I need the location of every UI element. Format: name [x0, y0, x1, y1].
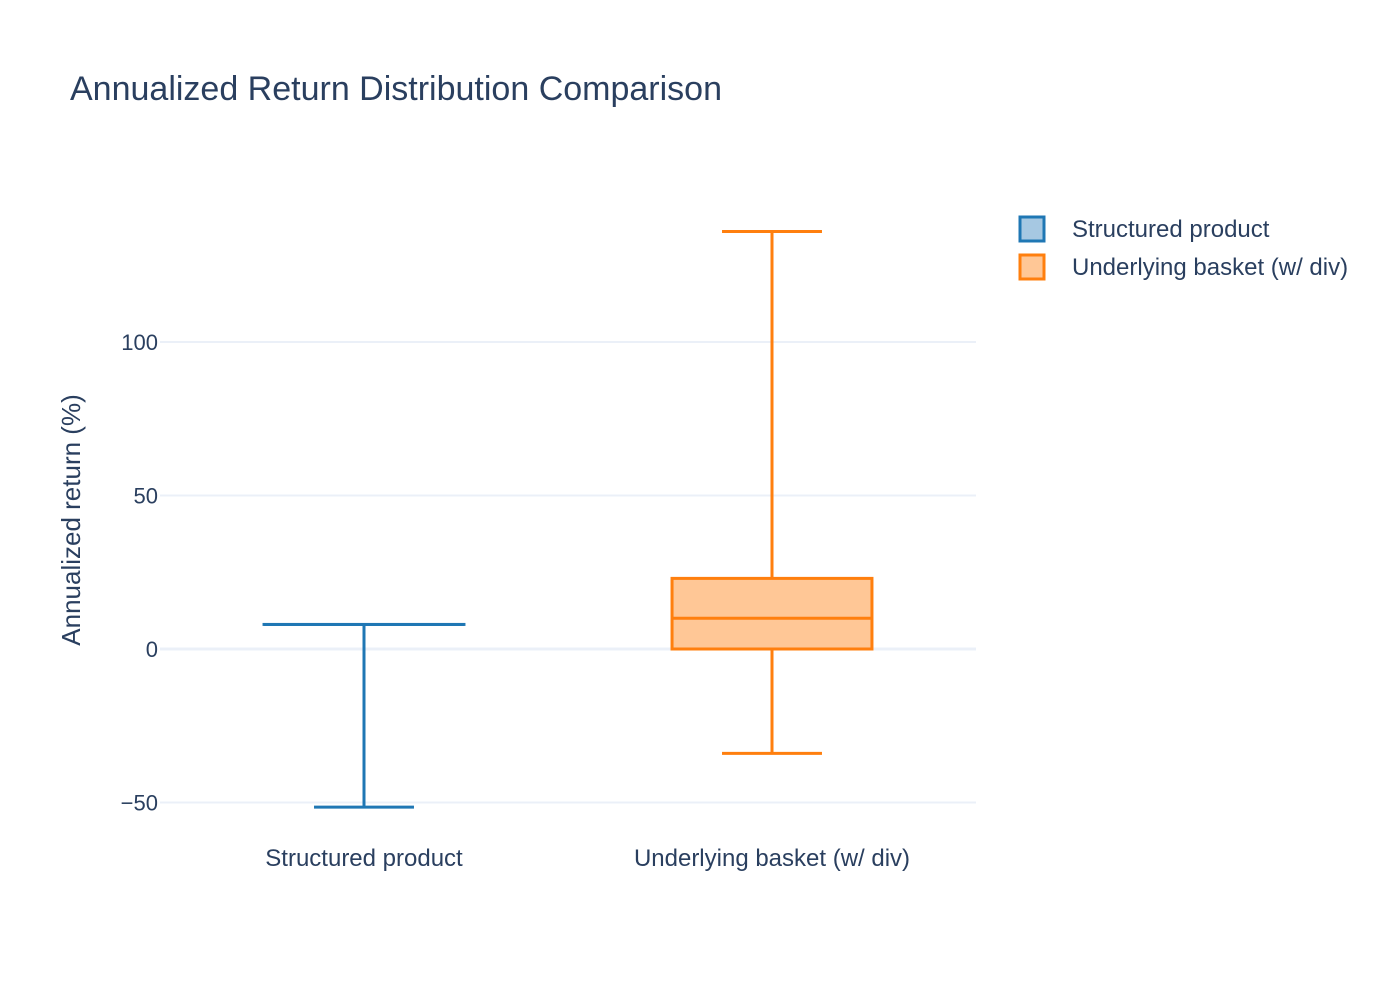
x-tick-label: Underlying basket (w/ div) [634, 845, 910, 872]
x-tick-label: Structured product [265, 845, 463, 872]
legend-swatch [1020, 255, 1044, 279]
y-tick-label: −50 [121, 791, 158, 816]
y-axis-label: Annualized return (%) [56, 394, 86, 645]
y-tick-label: 50 [134, 484, 158, 509]
x-axis-ticks: Structured product Underlying basket (w/ … [265, 845, 910, 872]
legend-label: Structured product [1072, 216, 1270, 243]
y-tick-label: 100 [121, 330, 158, 355]
box-plot-1[interactable] [264, 624, 464, 807]
y-tick-label: 0 [146, 637, 158, 662]
legend-item[interactable]: Structured product [1020, 216, 1270, 243]
chart-title: Annualized Return Distribution Compariso… [70, 70, 722, 108]
iqr-box [672, 578, 872, 649]
legend-label: Underlying basket (w/ div) [1072, 254, 1348, 281]
gridlines [160, 342, 976, 803]
legend-swatch [1020, 217, 1044, 241]
legend-item[interactable]: Underlying basket (w/ div) [1020, 254, 1348, 281]
y-axis-ticks: −50 0 50 100 [121, 330, 158, 816]
legend[interactable]: Structured product Underlying basket (w/ … [1020, 216, 1348, 281]
box-plot-2[interactable] [672, 231, 872, 753]
box-plots [264, 231, 872, 807]
